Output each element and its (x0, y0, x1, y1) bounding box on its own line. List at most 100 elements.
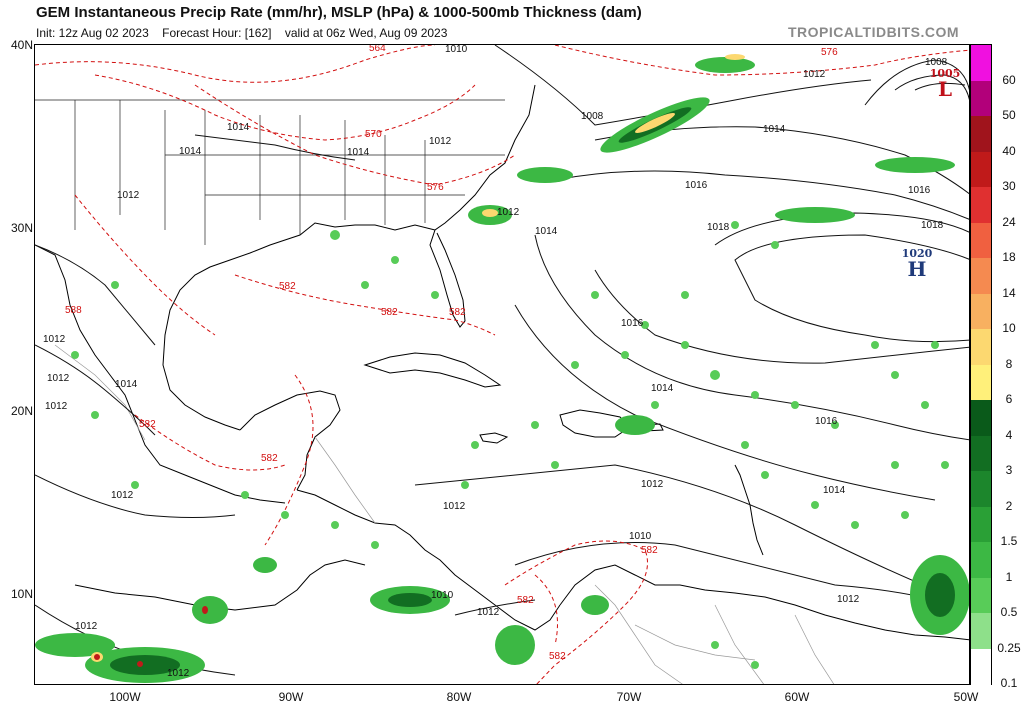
isobar-label: 1010 (445, 44, 468, 55)
thickness-label: 582 (517, 595, 534, 606)
colorbar-segment (971, 187, 991, 223)
isobar-label: 1012 (429, 136, 452, 147)
colorbar-segment (971, 329, 991, 365)
colorbar-segment (971, 45, 991, 81)
colorbar-label: 30 (1002, 179, 1016, 193)
isobar-label: 1018 (921, 220, 944, 231)
isobar-label: 1012 (837, 594, 860, 605)
isobar-label: 1014 (763, 124, 786, 135)
isobar-label: 1014 (115, 379, 138, 390)
colorbar-label: 14 (1002, 285, 1016, 300)
map-panel: 1020 H 1005 L 1010 1012 1014 1014 1014 1… (34, 44, 970, 685)
isobar-label: 1010 (629, 531, 652, 542)
low-pressure-value: 1005 (929, 67, 961, 80)
thickness-label: 582 (449, 307, 466, 318)
colorbar-segment (971, 435, 991, 472)
colorbar-segment (971, 151, 991, 188)
isobar-label: 1010 (431, 590, 454, 601)
isobar-label: 1008 (581, 111, 604, 122)
longitude-label: 100W (109, 690, 141, 704)
isobar-label: 1012 (45, 401, 68, 412)
isobar-label: 1018 (707, 222, 730, 233)
valid-time: valid at 06z Wed, Aug 09 2023 (284, 26, 448, 40)
colorbar-label: 50 (1002, 108, 1016, 122)
isobar-label: 1014 (179, 146, 202, 157)
colorbar-segment (971, 471, 991, 507)
thickness-label: 588 (65, 305, 82, 316)
isobars (35, 45, 969, 676)
colorbar-segment (971, 613, 991, 649)
colorbar-segment (971, 542, 991, 578)
thickness-label: 582 (279, 281, 296, 292)
isobar-label: 1016 (908, 185, 931, 196)
isobar-label: 1016 (621, 318, 644, 329)
colorbar-label: 40 (1002, 143, 1016, 158)
isobar-label: 1012 (117, 190, 140, 201)
isobar-label: 1014 (651, 383, 674, 394)
high-pressure-value: 1020 (901, 247, 933, 260)
isobar-label: 1012 (111, 490, 134, 501)
colorbar-segment (971, 577, 991, 614)
brand-watermark: TROPICALTIDBITS.COM (788, 24, 960, 40)
precip-cells (35, 54, 969, 683)
colorbar-label: 6 (1005, 392, 1013, 406)
latitude-label: 40N (10, 38, 33, 52)
coastlines (35, 84, 969, 641)
colorbar-label: 10 (1002, 321, 1016, 335)
low-pressure-letter: L (937, 77, 953, 101)
isobar-label: 1012 (443, 501, 466, 512)
colorbar-segment (971, 364, 991, 401)
longitude-label: 50W (953, 690, 979, 704)
latitude-label: 30N (10, 221, 33, 235)
colorbar-label: 0.5 (1000, 605, 1018, 619)
isobar-label: 1012 (47, 373, 70, 384)
colorbar-label: 1 (1005, 569, 1013, 584)
thickness-label: 570 (365, 129, 382, 140)
thickness-label: 576 (821, 47, 838, 58)
latitude-label: 20N (10, 404, 33, 418)
country-borders (54, 344, 835, 684)
thickness-label: 582 (261, 453, 278, 464)
colorbar-label: 2 (1005, 498, 1013, 513)
colorbar-segment (971, 222, 991, 259)
colorbar-segment (971, 506, 991, 543)
colorbar-label: 4 (1005, 427, 1013, 442)
thickness-label: 582 (381, 307, 398, 318)
isobar-label: 1016 (815, 416, 838, 427)
longitude-label: 80W (446, 690, 472, 704)
isobar-label: 1012 (477, 607, 500, 618)
colorbar-label: 24 (1002, 214, 1016, 229)
isobar-label: 1016 (685, 180, 708, 191)
colorbar-segment (971, 80, 991, 117)
thickness-label: 564 (369, 44, 386, 54)
colorbar-label: 8 (1005, 356, 1013, 371)
colorbar-label: 18 (1002, 250, 1016, 264)
isobar-label: 1012 (167, 668, 190, 679)
colorbar-segment (971, 648, 991, 685)
colorbar-segment (971, 400, 991, 436)
colorbar-label: 3 (1005, 463, 1013, 477)
longitude-label: 70W (616, 690, 642, 704)
thickness-label: 582 (139, 419, 156, 430)
colorbar-label: 60 (1002, 72, 1016, 87)
latitude-label: 10N (10, 587, 33, 601)
chart-title: GEM Instantaneous Precip Rate (mm/hr), M… (36, 4, 642, 21)
chart-subtitle: Init: 12z Aug 02 2023 Forecast Hour: [16… (36, 26, 447, 40)
longitude-label: 60W (784, 690, 810, 704)
isobar-label: 1014 (227, 122, 250, 133)
isobar-label: 1014 (535, 226, 558, 237)
colorbar (970, 44, 992, 685)
colorbar-segment (971, 116, 991, 152)
longitude-label: 90W (278, 690, 304, 704)
thickness-label: 576 (427, 182, 444, 193)
thickness-lines (35, 45, 969, 684)
colorbar-label: 0.1 (1000, 676, 1018, 690)
colorbar-segment (971, 258, 991, 294)
map-canvas (35, 45, 969, 684)
isobar-label: 1012 (497, 207, 520, 218)
colorbar-label: 1.5 (1000, 534, 1018, 548)
low-pressure-center: 1005 L (925, 67, 965, 101)
colorbar-label: 0.25 (997, 640, 1021, 655)
colorbar-segment (971, 293, 991, 330)
forecast-hour: Forecast Hour: [162] (162, 26, 272, 40)
